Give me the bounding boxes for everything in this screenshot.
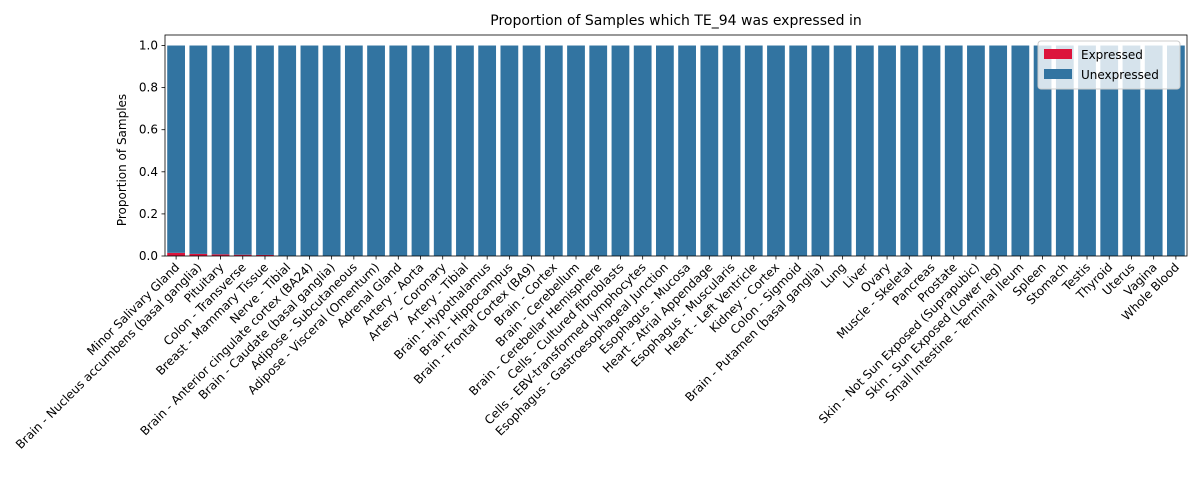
bar-unexpressed-37 bbox=[989, 45, 1008, 256]
bar-unexpressed-23 bbox=[678, 45, 696, 256]
y-tick-label: 0.8 bbox=[139, 81, 158, 95]
bar-expressed-1 bbox=[189, 253, 208, 256]
bar-unexpressed-33 bbox=[900, 45, 919, 256]
bar-unexpressed-22 bbox=[656, 45, 674, 256]
bar-unexpressed-30 bbox=[833, 45, 852, 256]
bar-unexpressed-10 bbox=[389, 45, 408, 256]
y-ticks-group: 0.0 0.2 0.4 0.6 0.8 1.0 bbox=[139, 39, 165, 263]
bars-group bbox=[167, 45, 1185, 256]
bar-unexpressed-0 bbox=[167, 45, 185, 253]
bar-unexpressed-7 bbox=[322, 45, 341, 256]
bar-unexpressed-35 bbox=[944, 45, 963, 256]
axes-frame bbox=[164, 34, 1188, 257]
bar-expressed-2 bbox=[211, 254, 230, 256]
bar-unexpressed-1 bbox=[189, 45, 208, 254]
bar-unexpressed-32 bbox=[878, 45, 896, 256]
y-tick-label: 0.0 bbox=[139, 249, 158, 263]
bar-unexpressed-24 bbox=[700, 45, 719, 256]
bar-unexpressed-31 bbox=[855, 45, 874, 256]
bar-unexpressed-6 bbox=[300, 45, 319, 256]
y-tick-label: 0.2 bbox=[139, 207, 158, 221]
bar-unexpressed-19 bbox=[589, 45, 608, 256]
bar-expressed-0 bbox=[167, 252, 185, 256]
y-tick-label: 0.4 bbox=[139, 165, 158, 179]
bar-unexpressed-27 bbox=[767, 45, 785, 256]
bar-unexpressed-16 bbox=[522, 45, 541, 256]
bar-unexpressed-9 bbox=[367, 45, 385, 256]
bar-unexpressed-43 bbox=[1122, 45, 1141, 256]
bar-unexpressed-5 bbox=[278, 45, 297, 256]
bar-expressed-4 bbox=[256, 254, 274, 256]
bar-unexpressed-3 bbox=[233, 45, 252, 255]
bar-unexpressed-18 bbox=[567, 45, 585, 256]
legend-label-expressed: Expressed bbox=[1081, 48, 1143, 62]
legend: Expressed Unexpressed bbox=[1037, 40, 1181, 90]
bar-unexpressed-41 bbox=[1078, 45, 1096, 256]
bar-unexpressed-8 bbox=[344, 45, 363, 256]
bar-unexpressed-28 bbox=[789, 45, 808, 256]
y-tick-label: 0.6 bbox=[139, 123, 158, 137]
bar-unexpressed-21 bbox=[633, 45, 652, 256]
legend-label-unexpressed: Unexpressed bbox=[1081, 68, 1159, 82]
legend-swatch-expressed bbox=[1044, 49, 1072, 59]
bar-unexpressed-34 bbox=[922, 45, 941, 256]
bar-unexpressed-25 bbox=[722, 45, 741, 256]
bar-unexpressed-36 bbox=[967, 45, 985, 256]
bar-unexpressed-17 bbox=[544, 45, 563, 256]
legend-box bbox=[1037, 40, 1181, 90]
bar-unexpressed-15 bbox=[500, 45, 519, 256]
bar-unexpressed-14 bbox=[478, 45, 497, 256]
bar-unexpressed-11 bbox=[411, 45, 430, 256]
y-tick-label: 1.0 bbox=[139, 39, 158, 53]
bar-unexpressed-40 bbox=[1055, 45, 1074, 256]
bar-unexpressed-38 bbox=[1011, 45, 1030, 256]
bar-unexpressed-13 bbox=[456, 45, 474, 256]
bar-expressed-3 bbox=[233, 254, 252, 256]
bar-unexpressed-42 bbox=[1100, 45, 1119, 256]
bar-unexpressed-20 bbox=[611, 45, 630, 256]
bar-unexpressed-29 bbox=[811, 45, 830, 256]
chart-title: Proportion of Samples which TE_94 was ex… bbox=[490, 13, 861, 29]
bar-unexpressed-4 bbox=[256, 45, 274, 255]
bar-unexpressed-39 bbox=[1033, 45, 1052, 256]
legend-swatch-unexpressed bbox=[1044, 69, 1072, 79]
bar-unexpressed-44 bbox=[1144, 45, 1163, 256]
axes-group bbox=[164, 34, 1188, 257]
bar-unexpressed-26 bbox=[744, 45, 763, 256]
bar-unexpressed-12 bbox=[433, 45, 452, 256]
bar-unexpressed-45 bbox=[1167, 45, 1185, 256]
y-axis-label: Proportion of Samples bbox=[115, 94, 129, 226]
bar-unexpressed-2 bbox=[211, 45, 230, 255]
